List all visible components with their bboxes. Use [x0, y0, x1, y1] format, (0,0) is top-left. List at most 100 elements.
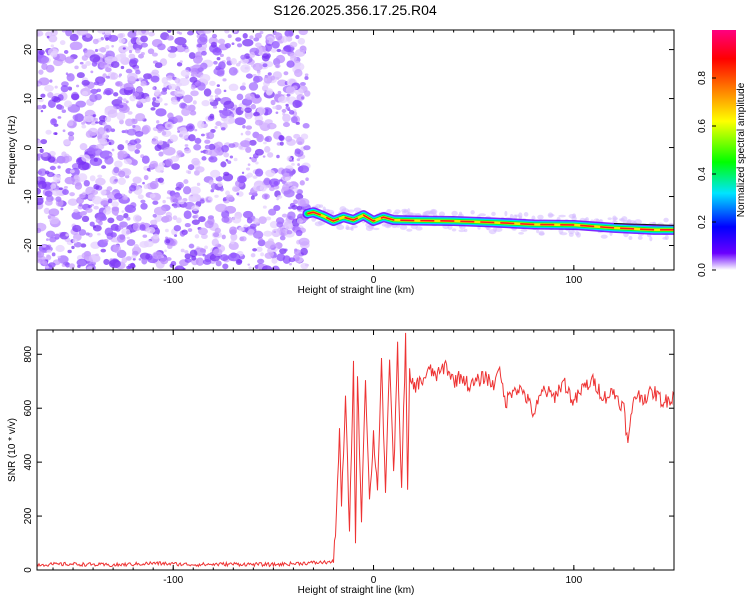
noise-blob — [214, 194, 219, 198]
noise-blob — [202, 253, 206, 257]
noise-blob — [188, 195, 197, 203]
snr-line — [37, 332, 674, 568]
noise-blob — [288, 31, 293, 36]
noise-blob — [189, 249, 198, 258]
track-haze — [518, 232, 524, 235]
noise-blob — [174, 37, 187, 46]
noise-blob — [67, 120, 74, 127]
noise-blob — [39, 197, 44, 201]
noise-blob — [271, 257, 278, 264]
noise-blob — [38, 180, 47, 190]
noise-blob — [162, 199, 166, 204]
noise-blob — [117, 151, 125, 157]
noise-blob — [200, 150, 204, 153]
noise-blob — [212, 232, 220, 238]
noise-blob — [174, 89, 185, 97]
noise-blob — [155, 108, 167, 117]
spectrogram-ytick-label: 20 — [23, 44, 34, 56]
noise-blob — [150, 107, 156, 111]
noise-blob — [189, 76, 198, 83]
noise-blob — [283, 122, 290, 128]
noise-blob — [199, 248, 207, 253]
noise-blob — [187, 30, 194, 36]
noise-blob — [105, 75, 111, 79]
noise-blob — [104, 155, 114, 165]
noise-blob — [102, 73, 107, 79]
noise-blob — [37, 170, 43, 175]
noise-blob — [240, 64, 251, 73]
noise-blob — [187, 164, 195, 171]
noise-blob — [192, 100, 197, 105]
noise-blob — [65, 72, 69, 76]
noise-blob — [171, 163, 180, 170]
noise-blob — [67, 131, 75, 137]
noise-blob — [122, 98, 127, 102]
noise-blob — [194, 137, 202, 145]
snr-ytick-label: 600 — [23, 399, 34, 416]
noise-blob — [230, 239, 235, 245]
noise-blob — [238, 226, 245, 232]
noise-blob — [125, 118, 134, 127]
noise-blob — [233, 104, 238, 109]
spectrogram-xlabel: Height of straight line (km) — [298, 285, 415, 296]
noise-blob — [289, 52, 297, 59]
noise-blob — [165, 228, 169, 233]
noise-blob — [97, 174, 103, 179]
noise-blob — [125, 140, 129, 144]
noise-blob — [249, 156, 252, 160]
track-haze — [583, 218, 588, 221]
noise-blob — [233, 157, 238, 162]
noise-blob — [235, 37, 242, 42]
noise-blob — [41, 104, 47, 110]
noise-blob — [253, 111, 260, 117]
colorbar-gradient — [712, 30, 736, 270]
noise-blob — [277, 195, 283, 199]
track-haze — [662, 237, 668, 240]
noise-blob — [64, 176, 75, 185]
track-haze — [451, 210, 458, 217]
noise-blob — [211, 33, 218, 39]
snr-ytick-label: 800 — [23, 345, 34, 362]
noise-blob — [297, 37, 306, 45]
noise-blob — [118, 75, 121, 78]
noise-blob — [81, 64, 88, 70]
noise-blob — [252, 175, 258, 179]
noise-blob — [50, 44, 55, 48]
noise-blob — [167, 244, 173, 250]
noise-blob — [107, 217, 115, 224]
noise-blob — [219, 254, 229, 262]
noise-blob — [39, 148, 44, 154]
noise-blob — [37, 55, 50, 64]
track-haze — [558, 214, 566, 218]
noise-blob — [78, 203, 83, 207]
noise-blob — [98, 48, 102, 52]
track-haze — [407, 211, 414, 216]
noise-blob — [56, 105, 65, 111]
noise-blob — [297, 197, 310, 207]
noise-blob — [55, 244, 65, 253]
noise-blob — [167, 112, 174, 119]
noise-blob — [37, 227, 42, 234]
track-haze — [478, 213, 486, 217]
noise-blob — [242, 82, 246, 86]
noise-blob — [97, 127, 106, 136]
colorbar-tick-label: 0.8 — [697, 71, 708, 85]
noise-blob — [293, 249, 302, 256]
snr-xtick-label: -100 — [163, 575, 183, 586]
noise-blob — [52, 189, 61, 196]
noise-blob — [92, 114, 97, 117]
noise-blob — [100, 200, 109, 207]
noise-blob — [288, 110, 295, 115]
spectrogram-ylabel: Frequency (Hz) — [7, 116, 18, 185]
noise-blob — [78, 229, 87, 236]
noise-blob — [145, 226, 156, 234]
noise-blob — [198, 216, 206, 223]
noise-blob — [55, 196, 62, 202]
noise-blob — [183, 179, 189, 184]
noise-blob — [242, 38, 254, 47]
noise-blob — [42, 244, 46, 248]
noise-blob — [236, 43, 243, 48]
spectrogram-plot-area — [37, 30, 674, 270]
noise-blob — [270, 48, 277, 53]
noise-blob — [215, 176, 223, 182]
